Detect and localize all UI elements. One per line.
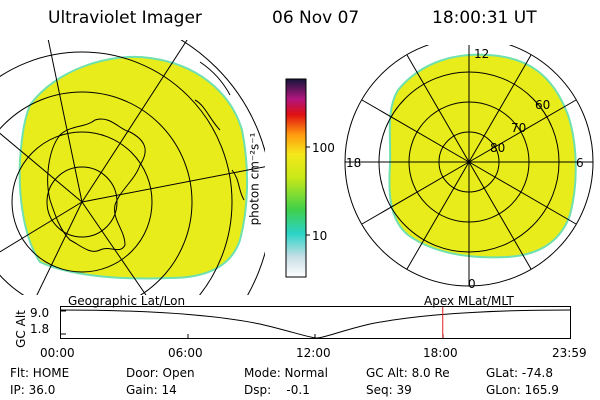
mlat-label-70: 70 — [511, 121, 527, 135]
x-tick-0000: 00:00 — [40, 346, 75, 360]
mlt-label-12: 12 — [474, 47, 490, 61]
mlt-spokes — [345, 45, 593, 286]
mlt-label-0: 0 — [468, 277, 476, 291]
latitude-circles — [0, 40, 265, 295]
status-glat: GLat: -74.8 — [486, 366, 553, 380]
meridians — [0, 40, 265, 295]
mlt-label-18: 18 — [346, 156, 362, 170]
x-tick-2359: 23:59 — [552, 346, 587, 360]
colorbar-unit-label: photon cm⁻²s⁻¹ — [247, 132, 262, 226]
geographic-map — [0, 40, 265, 295]
colorbar — [285, 78, 310, 278]
status-dsp: Dsp: -0.1 — [244, 383, 310, 397]
x-tick-1200: 12:00 — [296, 346, 331, 360]
status-glon: GLon: 165.9 — [486, 383, 559, 397]
colorbar-tick-10: 10 — [312, 229, 328, 243]
status-flight: Flt: HOME — [10, 366, 70, 380]
status-gc-alt: GC Alt: 8.0 Re — [366, 366, 450, 380]
y-tick-high: 9.0 — [30, 306, 50, 320]
x-tick-0600: 06:00 — [168, 346, 203, 360]
status-door: Door: Open — [126, 366, 195, 380]
y-tick-low: 1.8 — [30, 322, 50, 336]
mlat-label-80: 80 — [490, 141, 506, 155]
date-label: 06 Nov 07 — [272, 8, 360, 28]
aurora-image-left — [18, 55, 249, 280]
x-tick-1800: 18:00 — [423, 346, 458, 360]
status-mode: Mode: Normal — [244, 366, 328, 380]
status-gain: Gain: 14 — [126, 383, 177, 397]
status-ip: IP: 36.0 — [10, 383, 56, 397]
mlt-label-6: 6 — [576, 156, 584, 170]
instrument-title: Ultraviolet Imager — [48, 8, 202, 28]
polar-plot — [344, 45, 594, 287]
apex-label: Apex MLat/MLT — [424, 294, 514, 308]
time-label: 18:00:31 UT — [432, 8, 537, 28]
geographic-label: Geographic Lat/Lon — [68, 294, 186, 308]
altitude-curve — [60, 309, 571, 339]
aurora-image-right — [388, 53, 577, 259]
altitude-timeline — [60, 306, 571, 339]
mlat-label-60: 60 — [535, 98, 551, 112]
gc-alt-axis-label: GC Alt — [13, 310, 28, 348]
colorbar-tick-100: 100 — [312, 141, 335, 155]
status-seq: Seq: 39 — [366, 383, 412, 397]
